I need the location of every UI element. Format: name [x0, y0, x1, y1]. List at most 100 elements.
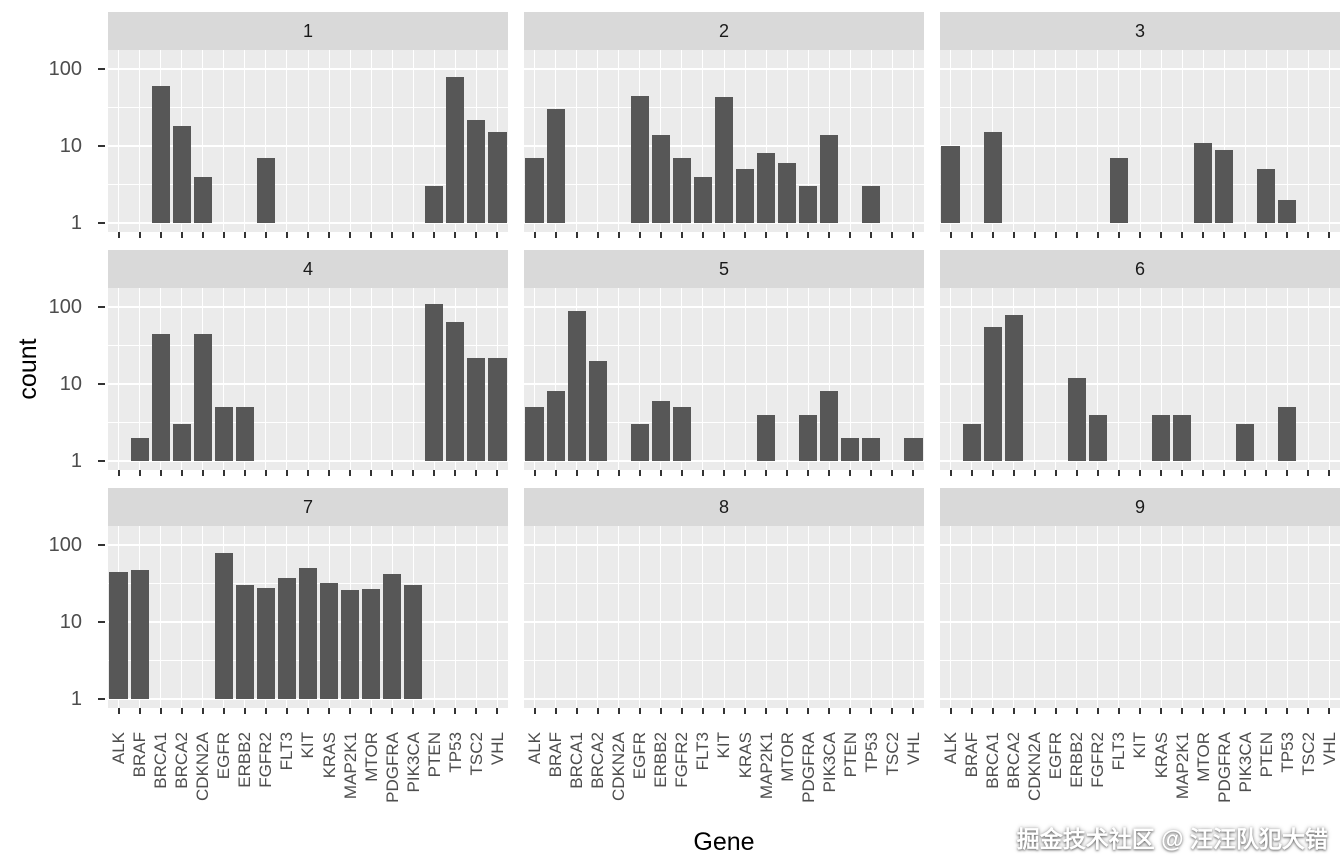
gridline-v	[992, 526, 994, 708]
gridline-v	[849, 526, 851, 708]
x-tick-mark	[680, 470, 683, 476]
x-tick-label: FLT3	[277, 732, 297, 771]
facet-strip: 2	[524, 12, 924, 50]
gridline-v	[1286, 288, 1288, 470]
x-tick-label: FGFR2	[256, 732, 276, 788]
gridline-v	[971, 288, 973, 470]
x-label-slot: TP53	[1277, 732, 1298, 826]
facet-3: 3	[940, 12, 1340, 238]
x-tick-label: KIT	[1130, 732, 1150, 759]
x-tick-mark	[596, 708, 599, 714]
gridline-v	[1307, 50, 1309, 232]
x-tick-mark	[554, 708, 557, 714]
x-tick-mark	[638, 232, 641, 238]
x-label-slot: PTEN	[424, 732, 445, 826]
gridline-v	[1244, 288, 1246, 470]
gridline-v	[181, 288, 183, 470]
x-label-slot: PIK3CA	[403, 732, 424, 826]
x-tick-mark	[201, 232, 204, 238]
x-tick-mark	[1012, 708, 1015, 714]
x-label-slot: KIT	[713, 732, 734, 826]
bar-PDGFRA	[799, 414, 818, 461]
x-tick-mark	[786, 232, 789, 238]
x-tick-label: TSC2	[1298, 732, 1318, 776]
x-label-slot: PDGFRA	[1214, 732, 1235, 826]
gridline-v	[181, 526, 183, 708]
x-tick-mark	[744, 470, 747, 476]
x-tick-mark	[328, 708, 331, 714]
gridline-v	[1223, 526, 1225, 708]
bar-MTOR	[778, 163, 797, 223]
x-tick-label: BRCA1	[567, 732, 587, 789]
x-tick-label: BRCA2	[588, 732, 608, 789]
x-tick-mark	[1307, 470, 1310, 476]
x-tick-mark	[723, 470, 725, 476]
x-tick-label: KIT	[298, 732, 318, 759]
x-tick-mark	[138, 470, 141, 476]
y-tick-mark	[98, 221, 105, 224]
x-tick-mark	[285, 470, 288, 476]
gridline-v	[849, 288, 851, 470]
x-tick-mark	[723, 232, 725, 238]
x-label-slot: PTEN	[840, 732, 861, 826]
gridline-v	[950, 288, 952, 470]
x-label-slot: CDKN2A	[608, 732, 629, 826]
bar-TSC2	[467, 357, 486, 461]
x-tick-label: VHL	[903, 732, 923, 766]
x-label-slot: KIT	[1129, 732, 1150, 826]
bar-FGFR2	[672, 157, 691, 223]
x-label-slot: TP53	[445, 732, 466, 826]
gridline-v	[660, 288, 662, 470]
x-tick-mark	[575, 708, 578, 714]
x-label-slot: ALK	[108, 732, 129, 826]
x-tick-mark	[285, 232, 288, 238]
facet-strip-label: 7	[302, 496, 313, 517]
x-tick-mark	[1096, 470, 1099, 476]
x-tick-mark	[138, 708, 141, 714]
x-tick-label: FLT3	[1109, 732, 1129, 771]
x-tick-mark	[1139, 470, 1141, 476]
gridline-v	[786, 50, 788, 232]
bar-MAP2K1	[757, 414, 776, 461]
x-tick-mark	[180, 232, 183, 238]
gridline-v	[1181, 288, 1183, 470]
x-tick-mark	[807, 470, 810, 476]
x-tick-label: MTOR	[777, 732, 797, 782]
bar-ALK	[525, 407, 544, 461]
x-tick-label: EGFR	[1046, 732, 1066, 780]
x-tick-mark	[1075, 232, 1078, 238]
x-tick-mark	[765, 708, 768, 714]
bar-ERBB2	[651, 401, 670, 461]
x-label-slot: PTEN	[1256, 732, 1277, 826]
x-label-slot: TP53	[861, 732, 882, 826]
gridline-v	[286, 50, 288, 232]
x-tick-label: ERBB2	[235, 732, 255, 788]
gridline-v	[1097, 526, 1099, 708]
gridline-v	[1244, 50, 1246, 232]
gridline-v	[1160, 288, 1162, 470]
x-tick-label: KIT	[714, 732, 734, 759]
y-tick-label: 100	[48, 296, 82, 319]
x-label-slot: KRAS	[319, 732, 340, 826]
gridline-v	[307, 50, 309, 232]
gridline-v	[370, 50, 372, 232]
x-label-slot: BRAF	[129, 732, 150, 826]
x-tick-mark	[1139, 708, 1141, 714]
x-tick-mark	[1244, 232, 1247, 238]
x-axis-labels: ALK BRAF BRCA1 BRCA2 CDKN2A EGFR ERBB2 FGFR2 FLT…	[940, 726, 1340, 826]
x-tick-mark	[659, 470, 662, 476]
bar-CDKN2A	[193, 333, 212, 461]
x-axis-title: Gene	[693, 828, 755, 856]
x-tick-mark	[1139, 232, 1141, 238]
panel	[940, 288, 1340, 470]
bar-TP53	[862, 186, 881, 223]
gridline-v	[244, 288, 246, 470]
bar-BRCA2	[1004, 314, 1023, 461]
x-tick-label: PDGFRA	[798, 732, 818, 803]
facet-6: 6	[940, 250, 1340, 476]
x-tick-mark	[870, 232, 873, 238]
x-tick-label: VHL	[487, 732, 507, 766]
gridline-v	[1055, 526, 1057, 708]
x-tick-mark	[1033, 708, 1036, 714]
x-tick-mark	[870, 708, 873, 714]
